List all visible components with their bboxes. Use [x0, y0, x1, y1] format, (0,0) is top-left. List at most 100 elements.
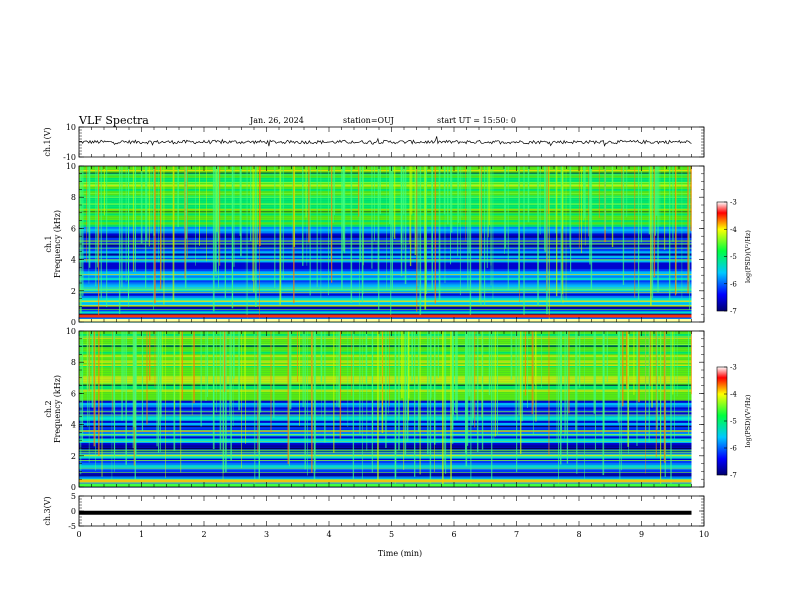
colorbar-tick-label: -4: [730, 226, 737, 234]
spectrogram-band: [79, 275, 692, 279]
spectrogram-band: [79, 277, 692, 281]
figure-start-time: start UT = 15:50: 0: [437, 116, 516, 125]
spectrogram-band: [79, 306, 692, 310]
y-tick-label: 6: [71, 224, 76, 233]
colorbar-tick-label: -7: [730, 308, 737, 316]
spectrogram-band: [79, 281, 692, 285]
spectrogram-band: [79, 230, 692, 234]
spectrogram-band: [79, 179, 692, 183]
spectrogram-band: [79, 168, 692, 172]
spectrogram-band: [79, 223, 692, 227]
spectrogram-band: [79, 186, 692, 189]
spectrogram-band: [79, 317, 692, 321]
y-tick-label: 2: [71, 287, 76, 296]
spectrogram-band: [79, 215, 692, 218]
colorbar-tick-label: -6: [730, 280, 737, 288]
x-tick-label: 9: [639, 530, 644, 539]
colorbar-tick-label: -6: [730, 445, 737, 453]
y-tick-label: 8: [71, 193, 76, 202]
spectrogram-band: [79, 237, 692, 241]
spectrogram-band: [79, 197, 692, 201]
x-tick-label: 2: [201, 530, 206, 539]
spectrogram-band: [79, 166, 692, 169]
spectrogram-low-band: [79, 314, 692, 318]
spectrogram-band: [79, 458, 692, 461]
spectrogram-band: [79, 455, 692, 459]
y-tick-label: 2: [71, 452, 76, 461]
y-tick-label: 8: [71, 358, 76, 367]
spectrogram-band: [79, 244, 692, 247]
x-tick-label: 10: [699, 530, 709, 539]
spectrogram-band: [79, 264, 692, 267]
y-tick-label: 5: [71, 492, 76, 501]
y-axis-label: ch.1Frequency (kHz): [44, 210, 62, 278]
x-tick-label: 8: [576, 530, 581, 539]
spectrogram-band: [79, 301, 692, 305]
x-tick-label: 7: [514, 530, 519, 539]
time-axis: 0 1 2 3 4 5 6 7 8 9 10 Time (min): [76, 530, 709, 558]
spectrogram-band: [79, 172, 692, 176]
spectrogram-band: [79, 177, 692, 180]
y-tick-label: 6: [71, 389, 76, 398]
colorbar-tick-label: -5: [730, 418, 737, 426]
spectrogram-band: [79, 212, 692, 216]
x-tick-label: 4: [326, 530, 331, 539]
colorbar-label: log(PSD)(V²/Hz): [744, 230, 752, 283]
ch1-spectrogram-panel: 0 2 4 6 8 10 ch.1Frequency (kHz): [44, 162, 705, 327]
spectrogram-band: [79, 199, 692, 203]
figure-station: station=OUJ: [343, 116, 394, 125]
spectrogram-low-band: [79, 479, 692, 483]
y-tick-label: -10: [63, 153, 76, 162]
spectrogram-band: [79, 190, 692, 194]
colorbar-tick-label: -7: [730, 472, 737, 480]
spectrogram-band: [79, 217, 692, 221]
spectrogram-band: [79, 192, 692, 196]
y-tick-label: -5: [68, 522, 76, 531]
spectrogram-band: [79, 462, 692, 466]
spectrogram-band: [79, 297, 692, 301]
y-tick-label: 10: [66, 162, 76, 171]
ch3-waveform-panel: 5 0 -5 ch.3(V): [43, 492, 705, 531]
ch2-spectrogram-panel: 0 2 4 6 8 10 ch.2Frequency (kHz): [44, 327, 705, 492]
ch2-colorbar: -3 -4 -5 -6 -7 log(PSD)(V²/Hz): [716, 364, 752, 480]
spectrogram-band: [79, 250, 692, 254]
spectrogram-band: [79, 252, 692, 256]
x-tick-label: 5: [389, 530, 394, 539]
spectrogram-band: [79, 475, 692, 479]
spectrogram-band: [79, 284, 692, 287]
ch1-waveform-panel: 10 -10 ch.1(V): [43, 123, 705, 162]
x-tick-label: 3: [264, 530, 269, 539]
figure-title: VLF Spectra: [78, 114, 149, 127]
y-axis-label: ch.3(V): [43, 496, 52, 525]
x-tick-label: 0: [76, 530, 81, 539]
spectrogram-band: [79, 188, 692, 192]
colorbar-label: log(PSD)(V²/Hz): [744, 394, 752, 447]
spectrogram-band: [79, 261, 692, 265]
colorbar-tick-label: -3: [730, 199, 737, 207]
spectrogram-band: [79, 235, 692, 238]
spectrogram-bottom-band: [79, 484, 692, 487]
spectrogram-band: [79, 170, 692, 174]
spectrogram-band: [79, 232, 692, 236]
x-tick-label: 1: [139, 530, 144, 539]
spectrogram-band: [79, 295, 692, 299]
spectrogram-band: [79, 174, 692, 178]
y-axis-label: ch.1(V): [43, 127, 52, 156]
colorbar-tick-label: -4: [730, 391, 737, 399]
spectrogram-band: [79, 255, 692, 258]
y-tick-label: 4: [71, 256, 76, 265]
spectrogram-bottom-band: [79, 319, 692, 322]
spectrogram-band: [79, 228, 692, 232]
y-tick-label: 0: [71, 483, 76, 492]
spectrogram-band: [79, 257, 692, 261]
spectrogram-band: [79, 241, 692, 245]
spectrogram-band: [79, 221, 692, 225]
spectrogram-band: [79, 203, 692, 207]
spectrogram-band: [79, 206, 692, 209]
spectrogram-band: [79, 293, 692, 296]
ch1-colorbar: -3 -4 -5 -6 -7 log(PSD)(V²/Hz): [716, 199, 752, 316]
x-axis-label: Time (min): [378, 549, 422, 558]
spectrogram-band: [79, 464, 692, 468]
x-tick-label: 6: [451, 530, 456, 539]
